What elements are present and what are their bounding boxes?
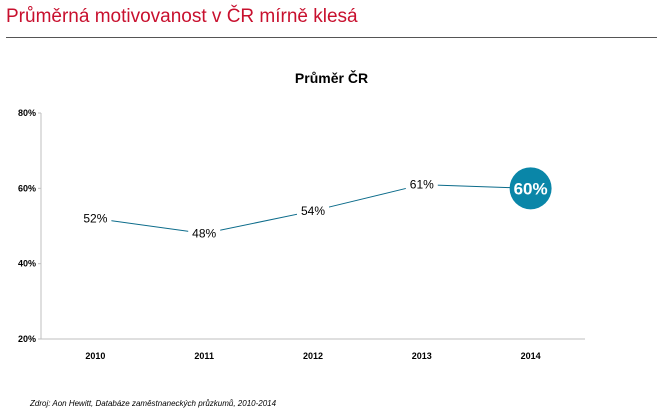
highlight-point bbox=[509, 167, 552, 210]
x-tick-label: 2014 bbox=[521, 351, 541, 361]
y-tick-label: 20% bbox=[18, 334, 36, 344]
data-label: 54% bbox=[301, 204, 325, 218]
data-label-background bbox=[188, 225, 221, 241]
slide-title: Průměrná motivovanost v ČR mírně klesá bbox=[6, 6, 358, 27]
highlight-data-label: 60% bbox=[514, 179, 548, 198]
x-tick-label: 2013 bbox=[412, 351, 432, 361]
data-label-background bbox=[79, 210, 112, 226]
y-tick-label: 60% bbox=[18, 183, 36, 193]
y-tick-label: 40% bbox=[18, 259, 36, 269]
chart-title: Průměr ČR bbox=[294, 70, 369, 86]
data-label-background bbox=[405, 176, 438, 192]
source-note: Zdroj: Aon Hewitt, Databáze zaměstnaneck… bbox=[30, 399, 277, 408]
data-label: 52% bbox=[83, 211, 107, 225]
x-tick-label: 2011 bbox=[194, 351, 214, 361]
x-tick-label: 2012 bbox=[303, 351, 323, 361]
title-divider bbox=[6, 37, 657, 38]
y-tick-label: 80% bbox=[18, 108, 36, 118]
data-label: 48% bbox=[192, 227, 216, 241]
data-label: 61% bbox=[410, 178, 434, 192]
x-tick-label: 2010 bbox=[85, 351, 105, 361]
data-label-background bbox=[297, 202, 329, 218]
